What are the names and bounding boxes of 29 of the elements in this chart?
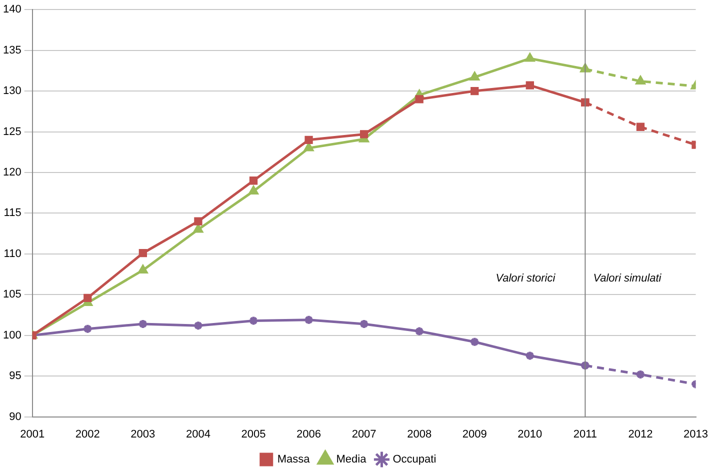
y-tick-label: 90 [9,410,22,423]
y-tick-label: 135 [2,44,22,56]
x-tick-label: 2013 [684,428,708,440]
y-tick-label: 140 [2,4,22,16]
y-tick-label: 125 [2,126,22,138]
x-tick-label: 2006 [296,428,322,440]
x-tick-label: 2009 [462,428,487,440]
legend-label: Media [336,454,368,466]
x-tick-label: 2003 [130,428,156,440]
y-tick-label: 105 [2,288,22,301]
y-tick-label: 130 [2,85,22,98]
x-tick-label: 2004 [186,428,210,440]
x-tick-label: 2008 [407,428,432,440]
y-tick-label: 100 [2,329,22,342]
annotation: Valori storici [496,272,556,284]
annotation: Valori simulati [593,272,662,284]
legend-label: Massa [277,454,311,466]
y-tick-label: 120 [2,166,22,179]
y-tick-label: 95 [9,370,22,382]
x-tick-label: 2011 [573,428,598,440]
x-tick-label: 2007 [352,428,376,440]
y-tick-label: 110 [4,248,22,260]
x-tick-label: 2010 [518,428,542,440]
x-tick-label: 2012 [628,428,653,440]
x-tick-label: 2001 [20,428,45,440]
legend-label: Occupati [392,454,436,466]
x-tick-label: 2002 [75,428,100,440]
x-tick-label: 2005 [241,428,266,440]
y-tick-label: 115 [4,207,22,220]
